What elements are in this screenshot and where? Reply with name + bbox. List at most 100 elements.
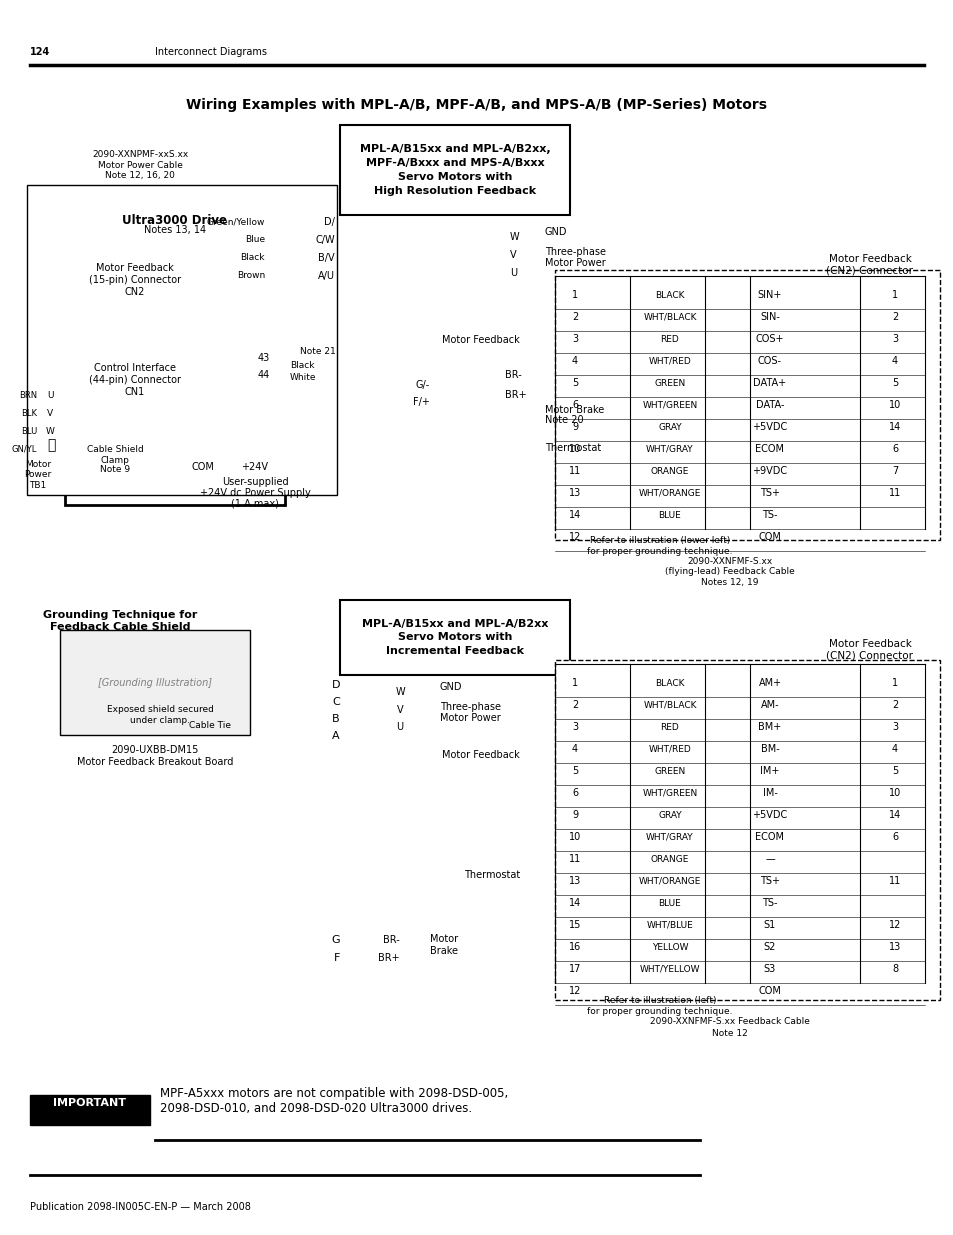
Text: User-supplied: User-supplied bbox=[221, 477, 288, 487]
Text: WHT/RED: WHT/RED bbox=[648, 745, 691, 753]
Text: Note 9: Note 9 bbox=[100, 466, 130, 474]
Text: 1: 1 bbox=[891, 290, 897, 300]
Text: 1: 1 bbox=[572, 678, 578, 688]
Text: GN/YL: GN/YL bbox=[11, 445, 37, 453]
Bar bbox=[30, 1095, 150, 1125]
Text: WHT/RED: WHT/RED bbox=[648, 357, 691, 366]
Text: 9: 9 bbox=[572, 422, 578, 432]
Text: (1 A max): (1 A max) bbox=[231, 499, 278, 509]
Text: Three-phase: Three-phase bbox=[439, 701, 500, 713]
Text: U: U bbox=[47, 390, 53, 399]
Text: Black: Black bbox=[240, 253, 265, 263]
Text: D: D bbox=[331, 680, 339, 690]
Text: TS-: TS- bbox=[761, 898, 777, 908]
Text: Motor Feedback
(CN2) Connector: Motor Feedback (CN2) Connector bbox=[825, 254, 913, 275]
Text: V: V bbox=[47, 409, 53, 417]
Text: 15: 15 bbox=[568, 920, 580, 930]
Text: +5VDC: +5VDC bbox=[752, 422, 787, 432]
Text: RED: RED bbox=[659, 335, 679, 343]
Text: 14: 14 bbox=[888, 810, 901, 820]
Text: WHT/GRAY: WHT/GRAY bbox=[645, 445, 693, 453]
Text: 5: 5 bbox=[571, 378, 578, 388]
Text: —: — bbox=[764, 853, 774, 864]
Text: 10: 10 bbox=[888, 400, 901, 410]
Text: MPL-A/B15xx and MPL-A/B2xx
Servo Motors with
Incremental Feedback: MPL-A/B15xx and MPL-A/B2xx Servo Motors … bbox=[361, 619, 548, 657]
Text: WHT/BLACK: WHT/BLACK bbox=[642, 312, 696, 321]
Text: 6: 6 bbox=[572, 788, 578, 798]
Text: BR+: BR+ bbox=[504, 390, 526, 400]
Text: Note 12: Note 12 bbox=[711, 1029, 747, 1037]
Text: D/: D/ bbox=[324, 217, 335, 227]
Text: 2: 2 bbox=[571, 700, 578, 710]
Text: 2: 2 bbox=[571, 312, 578, 322]
Text: 3: 3 bbox=[891, 722, 897, 732]
Text: WHT/GRAY: WHT/GRAY bbox=[645, 832, 693, 841]
Text: WHT/BLACK: WHT/BLACK bbox=[642, 700, 696, 709]
Text: Motor Feedback Breakout Board: Motor Feedback Breakout Board bbox=[77, 757, 233, 767]
Text: 13: 13 bbox=[568, 488, 580, 498]
Text: Note 21: Note 21 bbox=[299, 347, 335, 357]
Text: DATA+: DATA+ bbox=[753, 378, 785, 388]
Text: Exposed shield secured
under clamp.: Exposed shield secured under clamp. bbox=[107, 705, 213, 725]
Text: 8: 8 bbox=[891, 965, 897, 974]
Text: COS-: COS- bbox=[758, 356, 781, 366]
Text: 11: 11 bbox=[888, 876, 901, 885]
Text: White: White bbox=[290, 373, 316, 383]
Bar bbox=[27, 185, 336, 495]
Text: 124: 124 bbox=[30, 47, 51, 57]
Text: BLK: BLK bbox=[21, 409, 37, 417]
Text: SIN-: SIN- bbox=[760, 312, 780, 322]
Text: S1: S1 bbox=[763, 920, 776, 930]
Text: 2090-XXNFMF-S.xx: 2090-XXNFMF-S.xx bbox=[687, 557, 772, 567]
Text: 12: 12 bbox=[888, 920, 901, 930]
Text: 11: 11 bbox=[568, 466, 580, 475]
Text: COM: COM bbox=[192, 462, 214, 472]
Text: Ultra3000 Drive: Ultra3000 Drive bbox=[122, 214, 227, 226]
Text: C/W: C/W bbox=[315, 235, 335, 245]
Text: [Grounding Illustration]: [Grounding Illustration] bbox=[98, 678, 212, 688]
Text: 4: 4 bbox=[572, 356, 578, 366]
Text: 1: 1 bbox=[891, 678, 897, 688]
Text: ORANGE: ORANGE bbox=[650, 467, 688, 475]
Text: Grounding Technique for
Feedback Cable Shield: Grounding Technique for Feedback Cable S… bbox=[43, 610, 197, 631]
Text: BR-: BR- bbox=[383, 935, 399, 945]
Text: WHT/YELLOW: WHT/YELLOW bbox=[639, 965, 700, 973]
Text: for proper grounding technique.: for proper grounding technique. bbox=[587, 1007, 732, 1015]
Text: 5: 5 bbox=[891, 766, 897, 776]
Text: BM-: BM- bbox=[760, 743, 779, 755]
Text: Green/Yellow: Green/Yellow bbox=[207, 217, 265, 226]
Text: 2090-XXNFMF-S.xx Feedback Cable: 2090-XXNFMF-S.xx Feedback Cable bbox=[649, 1018, 809, 1026]
Text: Motor
Brake: Motor Brake bbox=[430, 934, 457, 956]
Text: 2090-UXBB-DM15: 2090-UXBB-DM15 bbox=[112, 745, 198, 755]
Text: U: U bbox=[396, 722, 403, 732]
Text: GREEN: GREEN bbox=[654, 767, 685, 776]
Text: F: F bbox=[334, 953, 339, 963]
Text: 6: 6 bbox=[891, 445, 897, 454]
Text: 6: 6 bbox=[891, 832, 897, 842]
Text: for proper grounding technique.: for proper grounding technique. bbox=[587, 547, 732, 556]
Text: BR+: BR+ bbox=[378, 953, 399, 963]
Text: 3: 3 bbox=[891, 333, 897, 345]
Text: 10: 10 bbox=[568, 445, 580, 454]
Text: TS+: TS+ bbox=[760, 488, 780, 498]
Text: Motor Power: Motor Power bbox=[439, 713, 500, 722]
Text: YELLOW: YELLOW bbox=[651, 942, 687, 951]
Text: BRN: BRN bbox=[19, 390, 37, 399]
Text: Thermostat: Thermostat bbox=[544, 443, 600, 453]
Text: MPF-A5xxx motors are not compatible with 2098-DSD-005,
2098-DSD-010, and 2098-DS: MPF-A5xxx motors are not compatible with… bbox=[160, 1087, 508, 1115]
Text: W: W bbox=[395, 687, 404, 697]
Text: DATA-: DATA- bbox=[755, 400, 783, 410]
Text: 10: 10 bbox=[568, 832, 580, 842]
Text: Motor Brake: Motor Brake bbox=[544, 405, 603, 415]
Text: ECOM: ECOM bbox=[755, 832, 783, 842]
Text: 10: 10 bbox=[888, 788, 901, 798]
Text: 4: 4 bbox=[891, 356, 897, 366]
Bar bbox=[555, 270, 939, 540]
Text: BLUE: BLUE bbox=[658, 510, 680, 520]
Text: Motor Feedback
(CN2) Connector: Motor Feedback (CN2) Connector bbox=[825, 640, 913, 661]
Text: W: W bbox=[46, 426, 54, 436]
Text: 12: 12 bbox=[568, 986, 580, 995]
Text: 5: 5 bbox=[891, 378, 897, 388]
Text: RED: RED bbox=[659, 722, 679, 731]
Text: Motor
Power
TB1: Motor Power TB1 bbox=[25, 459, 51, 490]
